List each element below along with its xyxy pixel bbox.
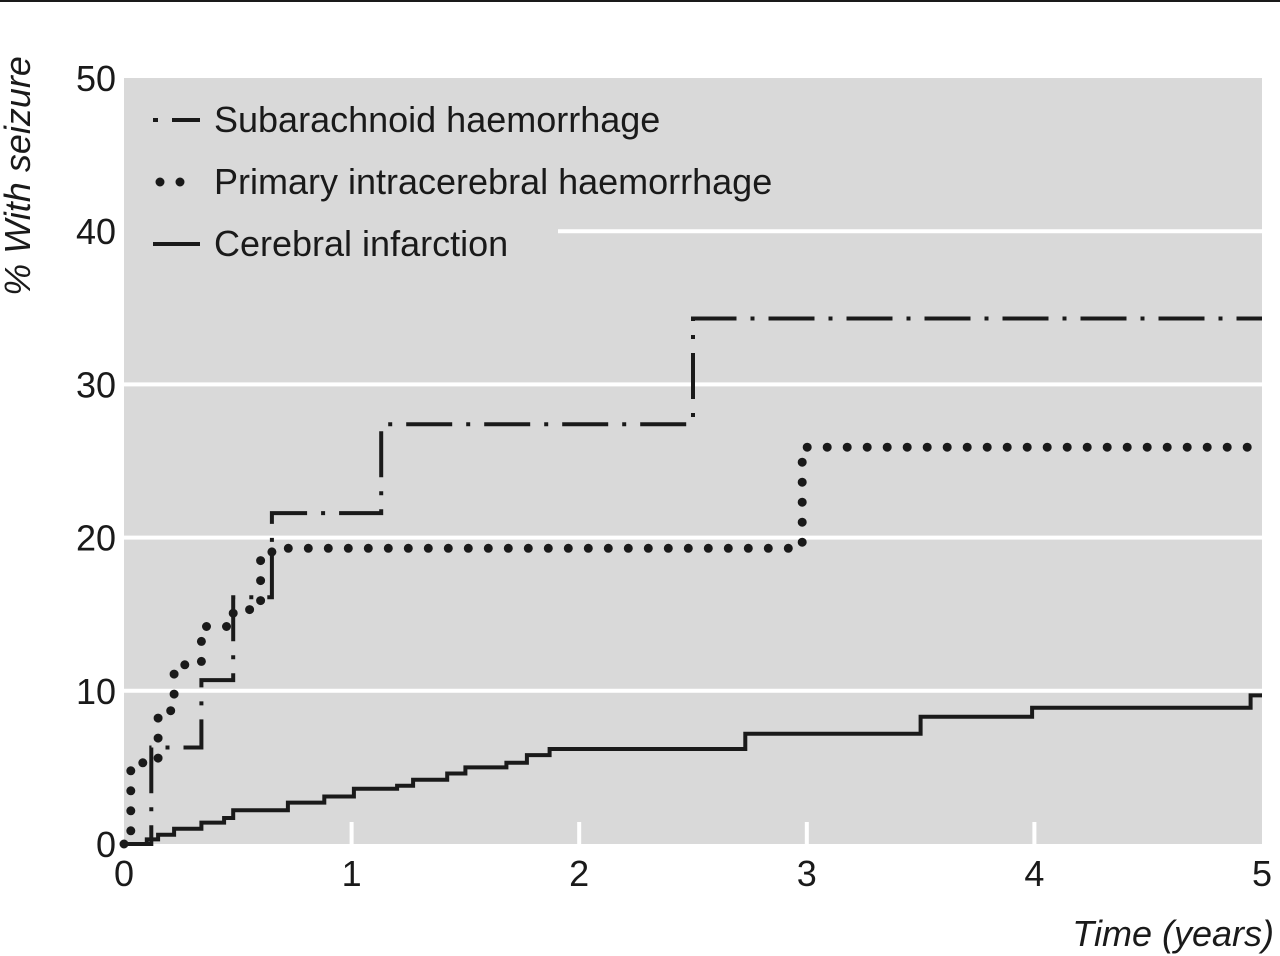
x-tick-label-2: 2	[569, 853, 589, 894]
y-tick-label-50: 50	[76, 58, 116, 99]
y-tick-label-0: 0	[96, 824, 116, 865]
y-tick-label-10: 10	[76, 671, 116, 712]
series-layer	[119, 316, 1267, 849]
legend-label-1: Primary intracerebral haemorrhage	[214, 161, 772, 202]
x-tick-label-0: 0	[114, 853, 134, 894]
x-tick-label-3: 3	[797, 853, 817, 894]
x-tick-label-1: 1	[342, 853, 362, 894]
y-tick-label-30: 30	[76, 364, 116, 405]
series-line-1	[119, 442, 1267, 849]
plot-area	[124, 78, 1262, 844]
x-tick-label-4: 4	[1024, 853, 1044, 894]
x-axis-label: Time (years)	[1072, 913, 1274, 954]
legend: Subarachnoid haemorrhage Primary intracer…	[153, 99, 772, 264]
y-axis-label: % With seizure	[0, 56, 38, 296]
legend-label-0: Subarachnoid haemorrhage	[214, 99, 660, 140]
legend-label-2: Cerebral infarction	[214, 223, 508, 264]
series-line-2	[124, 693, 1262, 846]
series-line-0	[124, 316, 1262, 846]
y-tick-label-40: 40	[76, 211, 116, 252]
tick-labels: 0 10 20 30 40 50 0 1 2 3 4 5	[76, 58, 1272, 894]
y-tick-label-20: 20	[76, 518, 116, 559]
x-tick-label-5: 5	[1252, 853, 1272, 894]
